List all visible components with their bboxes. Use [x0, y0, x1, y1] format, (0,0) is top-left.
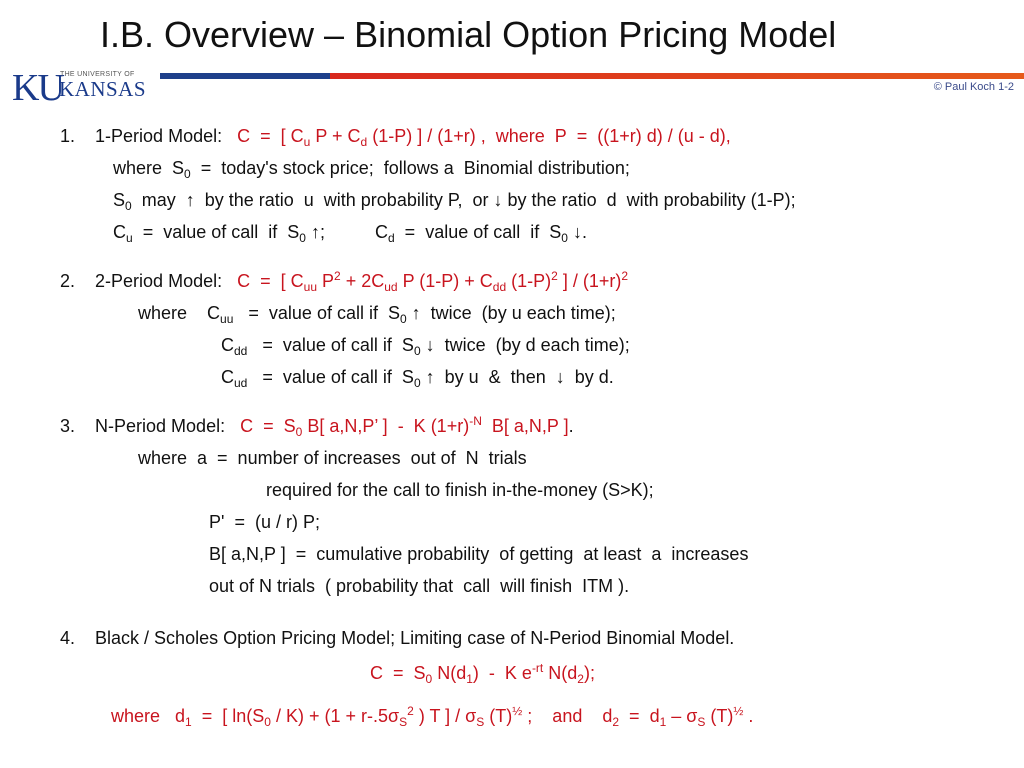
d1-d2-definition: where d1 = [ ln(S0 / K) + (1 + r-.5σS2 )…	[111, 704, 754, 729]
header-bar-blue	[160, 73, 330, 79]
item-2-number: 2.	[60, 271, 76, 291]
copyright-text: © Paul Koch 1-2	[933, 81, 1014, 93]
item-2-cdd-line: Cdd = value of call if S0 ↓ twice (by d …	[221, 335, 630, 358]
item-4-line: 4. Black / Scholes Option Pricing Model;…	[60, 622, 734, 655]
item-3-outof-line: out of N trials ( probability that call …	[209, 576, 630, 596]
item-1-cu-line: Cu = value of call if S0 ↑; Cd = value o…	[113, 222, 587, 245]
ku-logo: KU THE UNIVERSITY OF KANSAS	[12, 67, 157, 109]
item-1-heading: 1-Period Model:	[95, 126, 223, 146]
item-3-number: 3.	[60, 416, 76, 436]
item-2-cuu-line: where Cuu = value of call if S0 ↑ twice …	[138, 303, 616, 326]
item-1-where-line: where S0 = today's stock price; follows …	[113, 158, 630, 181]
item-1-move-line: S0 may ↑ by the ratio u with probability…	[113, 190, 796, 213]
ku-logo-mark: KU	[12, 67, 65, 109]
black-scholes-formula: C = S0 N(d1) - K e-rt N(d2);	[370, 661, 595, 686]
item-2-cud-line: Cud = value of call if S0 ↑ by u & then …	[221, 367, 614, 390]
item-1-formula: C = [ Cu P + Cd (1-P) ] / (1+r) , where …	[237, 126, 731, 149]
ku-logo-kansas: KANSAS	[59, 77, 147, 101]
item-3-formula: C = S0 B[ a,N,P’ ] - K (1+r)-N B[ a,N,P …	[240, 414, 569, 439]
item-4-number: 4.	[60, 628, 76, 648]
item-3-heading: N-Period Model:	[95, 416, 226, 436]
ku-logo-university: THE UNIVERSITY OF	[60, 71, 135, 78]
item-2-formula: C = [ Cuu P2 + 2Cud P (1-P) + Cdd (1-P)2…	[237, 269, 629, 294]
item-1-line: 1. 1-Period Model: C = [ Cu P + Cd (1-P)…	[60, 120, 731, 153]
item-3-pprime-line: P' = (u / r) P;	[209, 512, 320, 532]
item-2-line: 2. 2-Period Model: C = [ Cuu P2 + 2Cud P…	[60, 265, 628, 298]
item-2-heading: 2-Period Model:	[95, 271, 223, 291]
slide-title: I.B. Overview – Binomial Option Pricing …	[100, 14, 837, 55]
item-3-b-line: B[ a,N,P ] = cumulative probability of g…	[209, 544, 749, 564]
item-4-heading: Black / Scholes Option Pricing Model; Li…	[95, 628, 735, 648]
item-1-number: 1.	[60, 126, 76, 146]
item-3-where-line: where a = number of increases out of N t…	[138, 448, 527, 468]
item-3-line: 3. N-Period Model: C = S0 B[ a,N,P’ ] - …	[60, 414, 574, 439]
header-bar-red	[330, 73, 1024, 79]
item-3-required-line: required for the call to finish in-the-m…	[266, 480, 654, 500]
